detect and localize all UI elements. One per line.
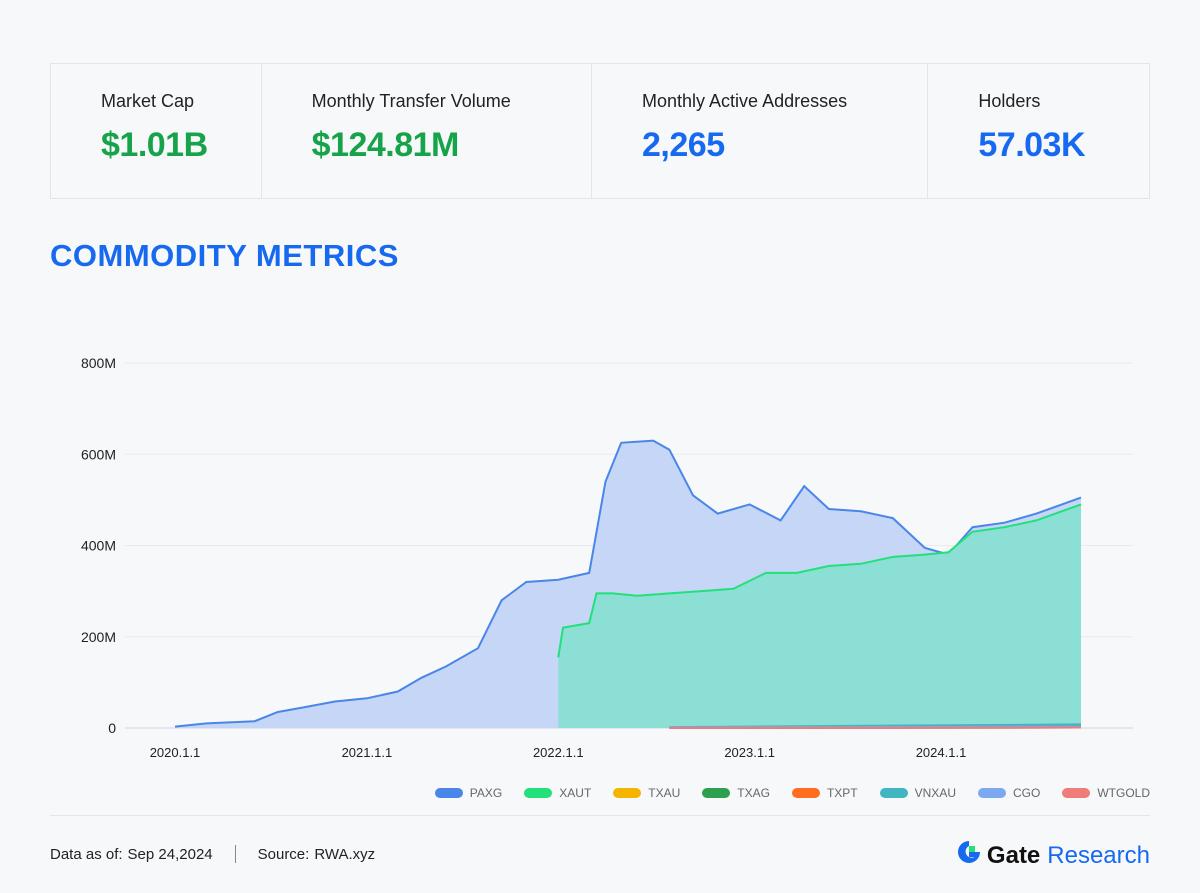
brand-sub: Research (1047, 841, 1150, 869)
stat-holders: Holders 57.03K (928, 64, 1149, 198)
y-tick-label: 800M (81, 355, 116, 371)
series-line-xaut (557, 503, 1082, 658)
legend-label: TXPT (826, 786, 858, 800)
legend-label: VNXAU (914, 786, 956, 800)
y-tick-label: 0 (108, 720, 116, 736)
legend-label: TXAG (737, 786, 770, 800)
x-tick-label: 2023.1.1 (724, 745, 775, 760)
footer-divider (50, 815, 1150, 816)
stat-monthly-transfer-volume: Monthly Transfer Volume $124.81M (262, 64, 593, 198)
stat-value: $124.81M (311, 126, 460, 164)
x-tick-label: 2022.1.1 (533, 745, 584, 760)
footer-separator (234, 845, 236, 863)
legend-item-wtgold[interactable]: WTGOLD (1062, 786, 1150, 800)
y-tick-label: 200M (81, 629, 116, 645)
legend-swatch (434, 788, 463, 798)
legend-item-xaut[interactable]: XAUT (524, 786, 591, 800)
legend-label: TXAU (648, 786, 681, 800)
stat-label: Holders (978, 91, 1041, 111)
gate-logo-icon (955, 838, 983, 873)
legend-label: CGO (1012, 786, 1041, 800)
legend-swatch (879, 788, 908, 798)
footer: Data as of: Sep 24,2024 Source: RWA.xyz (50, 845, 375, 863)
date-value: Sep 24,2024 (127, 845, 213, 863)
brand-name: Gate (986, 841, 1041, 869)
legend-swatch (1062, 788, 1091, 798)
legend-item-vnxau[interactable]: VNXAU (879, 786, 956, 800)
x-tick-label: 2024.1.1 (916, 745, 967, 760)
legend-label: PAXG (469, 786, 503, 800)
x-tick-label: 2021.1.1 (342, 745, 393, 760)
stat-label: Market Cap (101, 91, 195, 111)
legend-swatch (524, 788, 553, 798)
legend-swatch (613, 788, 642, 798)
date-label: Data as of: (50, 845, 123, 863)
legend-label: XAUT (559, 786, 592, 800)
y-tick-label: 600M (81, 446, 116, 462)
legend-item-txau[interactable]: TXAU (613, 786, 680, 800)
source-value: RWA.xyz (314, 845, 376, 863)
legend-item-txag[interactable]: TXAG (702, 786, 770, 800)
legend-item-cgo[interactable]: CGO (977, 786, 1041, 800)
stat-market-cap: Market Cap $1.01B (51, 64, 262, 198)
legend-swatch (702, 788, 731, 798)
brand-logo: Gate Research (955, 838, 1150, 873)
legend-item-paxg[interactable]: PAXG (434, 786, 503, 800)
stats-panel: Market Cap $1.01B Monthly Transfer Volum… (50, 63, 1150, 199)
stat-label: Monthly Transfer Volume (311, 91, 511, 111)
section-title: COMMODITY METRICS (50, 238, 399, 273)
legend-swatch (791, 788, 820, 798)
legend-label: WTGOLD (1097, 786, 1150, 800)
x-tick-label: 2020.1.1 (150, 745, 201, 760)
commodity-area-chart: 0 200M 400M 600M 800M 2020.1.1 2021.1.1 2022.1.… (81, 355, 1133, 760)
stat-value: 57.03K (978, 126, 1086, 164)
chart-legend: PAXG XAUT TXAU TXAG TXPT VNXAU CGO WTGOLD (413, 786, 1150, 800)
source-label: Source: (257, 845, 310, 863)
series-line-wtgold (669, 726, 1082, 729)
series-line-paxg (174, 439, 1082, 728)
legend-item-txpt[interactable]: TXPT (791, 786, 858, 800)
y-tick-label: 400M (81, 538, 116, 554)
stat-monthly-active-addresses: Monthly Active Addresses 2,265 (592, 64, 929, 198)
legend-swatch (977, 788, 1006, 798)
stat-label: Monthly Active Addresses (642, 91, 848, 111)
stat-value: $1.01B (101, 126, 208, 164)
series-area-xaut (558, 504, 1081, 728)
stat-value: 2,265 (642, 126, 725, 164)
